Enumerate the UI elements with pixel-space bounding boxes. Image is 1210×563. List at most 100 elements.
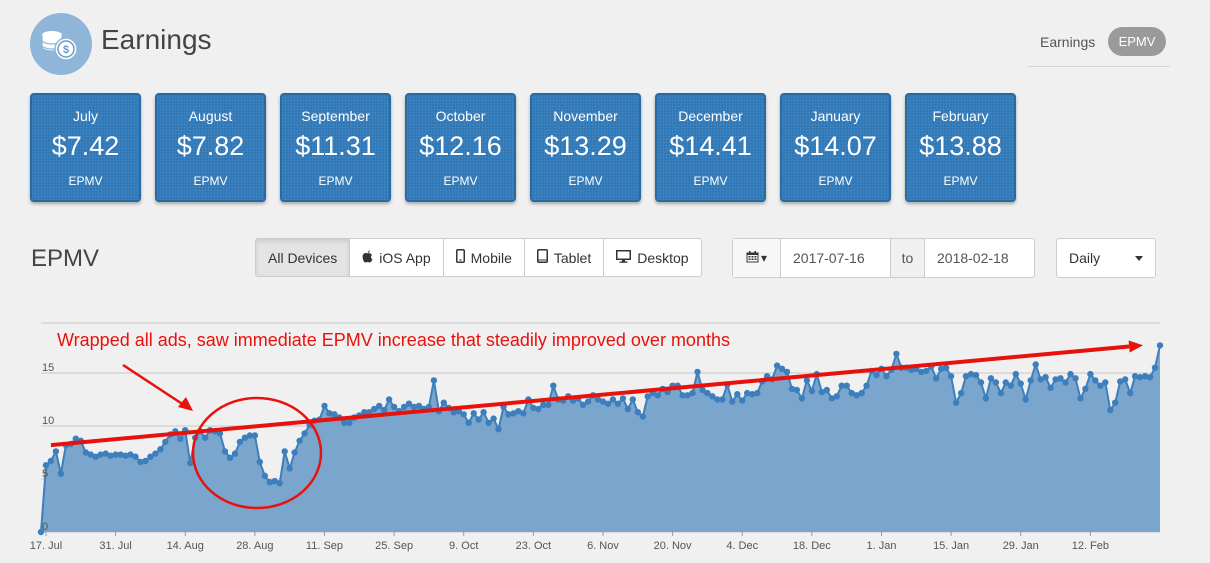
data-point [107,452,114,459]
data-point [967,370,975,378]
data-point [1156,342,1164,349]
data-point [803,377,811,384]
desktop-label: Desktop [637,249,689,266]
trend-line [50,344,1130,448]
data-point [1097,382,1104,389]
card-value: $11.31 [295,131,376,161]
data-point [450,409,457,416]
desktop-button[interactable]: Desktop [603,239,700,276]
data-point [1022,396,1029,403]
data-point [72,435,80,442]
mobile-icon [455,249,465,266]
end-date-input[interactable]: 2018-02-18 [937,250,1009,266]
data-point [1017,380,1024,387]
section-title: EPMV [31,245,100,272]
data-point [301,430,308,437]
data-point [997,389,1005,397]
annotation-circle [191,396,323,510]
mobile-button[interactable]: Mobile [442,239,524,276]
data-point [241,434,249,441]
data-point [962,373,970,380]
data-point [1136,374,1144,381]
period-label: Daily [1069,250,1101,266]
earnings-toggle[interactable]: Earnings [1040,34,1096,50]
card-value: $13.29 [544,131,627,161]
x-tick-label: 31. Jul [99,540,131,552]
x-tick-label: 20. Nov [654,540,692,552]
data-point [376,402,383,410]
x-tick-label: 29. Jan [1003,540,1039,552]
tablet-button[interactable]: Tablet [523,239,603,276]
data-point [982,395,990,402]
data-point [82,449,90,456]
data-point [1077,395,1084,402]
data-point [341,419,348,426]
data-point [848,389,855,397]
data-point [798,395,806,402]
month-card-february: February $13.88 EPMV [905,93,1016,202]
period-select[interactable]: Daily [1056,238,1156,278]
data-point [92,453,99,460]
card-value: $7.42 [51,131,120,161]
data-point [1102,379,1109,386]
x-tick-label: 17. Jul [30,540,62,552]
data-point [1057,375,1064,382]
data-point [952,399,960,406]
card-month: September [301,108,370,124]
calendar-button[interactable]: ▾ [733,239,781,277]
data-point [823,386,830,394]
data-point [808,387,816,395]
card-label: EPMV [693,174,728,188]
tablet-icon [536,249,548,266]
data-point [739,397,746,404]
data-point [371,405,378,413]
month-card-december: December $14.41 EPMV [655,93,766,202]
data-point [639,413,646,420]
epmv-toggle[interactable]: EPMV [1108,27,1166,56]
data-point [1127,389,1134,397]
data-point [938,365,945,372]
data-point [147,453,154,460]
data-point [177,435,184,442]
card-label: EPMV [443,174,478,188]
calendar-icon [746,250,759,266]
trend-arrowhead [1128,340,1144,353]
x-tick-label: 25. Sep [375,540,413,552]
coins-icon: $ [30,13,92,75]
card-label: EPMV [318,174,353,188]
data-point [137,458,144,466]
data-point [609,396,617,403]
data-point [1112,399,1119,406]
data-point [1087,370,1094,378]
data-point [470,410,477,417]
data-point [918,368,925,376]
data-point [221,448,229,455]
card-label: EPMV [943,174,978,188]
data-point [236,438,244,446]
data-point [87,451,94,458]
data-point [744,389,751,397]
data-point [485,419,492,426]
data-point [216,430,224,437]
all-devices-button[interactable]: All Devices [256,239,350,276]
data-point [405,400,413,407]
data-point [614,400,622,407]
ios-app-button[interactable]: iOS App [349,239,442,276]
data-point [157,446,164,453]
start-date-input[interactable]: 2017-07-16 [781,239,891,277]
data-point [37,528,45,536]
epmv-chart: 0 5 10 15 17. Jul 31. Jul 14. Aug 28. Aug 11. S… [30,322,1164,552]
x-tick-label: 1. Jan [867,540,897,552]
data-point [714,396,721,403]
x-axis-ticks: 17. Jul 31. Jul 14. Aug 28. Aug 11. Sep 25. S… [30,532,1109,552]
data-point [1007,382,1014,389]
page-title: Earnings [101,24,212,55]
data-point [251,432,259,439]
data-point [1141,373,1149,380]
data-point [858,389,865,397]
data-point [1107,406,1114,414]
data-point [584,398,592,405]
data-point [1052,376,1059,383]
data-point [863,382,870,389]
data-point [505,411,512,418]
